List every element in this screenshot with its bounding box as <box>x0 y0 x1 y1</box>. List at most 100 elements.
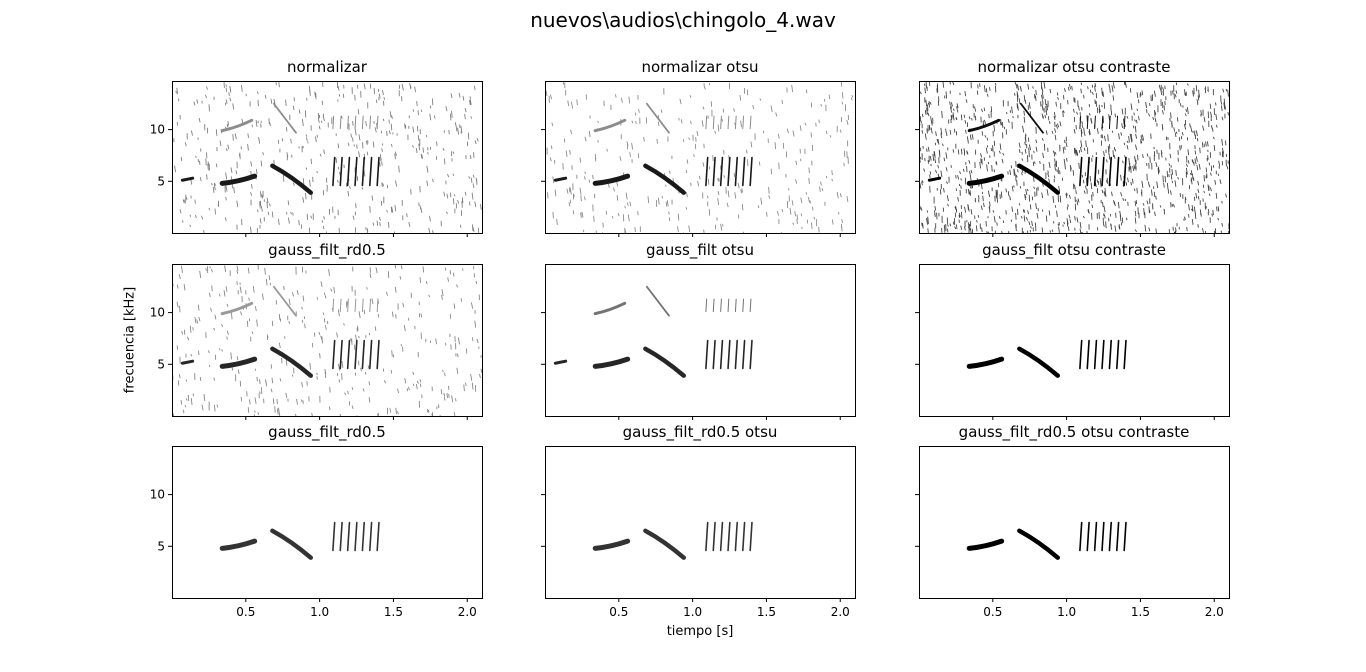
syllable-trill-note <box>376 521 380 552</box>
syllable-trill-note <box>354 156 358 187</box>
syllable-trill-note <box>749 156 753 187</box>
x-tick-label: 0.5 <box>983 605 1002 619</box>
syllable-chirp <box>553 176 568 182</box>
harmonic-trill-note <box>1123 115 1126 130</box>
noise-texture <box>172 264 482 416</box>
spectrogram-image <box>592 521 753 560</box>
syllable-descending-sweep <box>270 528 314 560</box>
syllable-chirp <box>927 176 942 182</box>
spectrogram-panel-8: gauss_filt_rd0.5 otsu 0.5 1.0 1.5 2.0 <box>541 423 856 619</box>
syllable-trill-note <box>1093 156 1098 187</box>
syllable-trill-note <box>1116 339 1120 370</box>
spectrogram-image <box>553 285 753 378</box>
syllable-trill-note <box>734 521 738 552</box>
x-tick-label: 0.5 <box>236 605 255 619</box>
harmonic-trill-note <box>720 298 722 313</box>
spectrogram-image <box>966 339 1127 378</box>
harmonic-trill-note <box>749 115 752 130</box>
harmonic-trill-note <box>332 298 335 313</box>
harmonic-trill-note <box>712 298 715 313</box>
harmonic-trill-note <box>354 115 357 130</box>
x-tick-label: 2.0 <box>458 605 477 619</box>
harmonic-trill-note <box>1108 115 1111 130</box>
harmonic-high-diagonal <box>645 102 670 134</box>
syllable-trill-note <box>369 521 373 552</box>
syllable-trill-note <box>339 521 343 552</box>
panel-title: gauss_filt_rd0.5 <box>268 241 386 260</box>
harmonic-trill-note <box>742 298 745 313</box>
panel-title: normalizar otsu <box>641 58 758 76</box>
panel-title: normalizar otsu contraste <box>978 58 1171 76</box>
spectrogram-panel-2: normalizar otsu <box>541 58 856 237</box>
harmonic-trill-note <box>734 115 737 130</box>
spectrogram-image <box>966 521 1127 560</box>
syllable-trill-note <box>1116 156 1120 187</box>
spectrogram-panel-9: gauss_filt_rd0.5 otsu contraste 0.5 1.0 1.5… <box>915 423 1230 619</box>
axes-frame <box>919 264 1230 417</box>
syllable-low-sweep <box>219 173 258 186</box>
y-tick-label: 5 <box>157 357 165 371</box>
harmonic-trill-note <box>339 298 342 313</box>
noise-texture <box>919 81 1229 233</box>
syllable-descending-sweep <box>270 163 314 195</box>
spectrogram-panel-3: normalizar otsu contraste <box>915 58 1230 237</box>
syllable-trill-note <box>719 339 724 370</box>
syllable-low-sweep <box>592 356 631 369</box>
x-tick-label: 1.5 <box>384 605 403 619</box>
harmonic-trill-note <box>720 115 722 130</box>
syllable-trill-note <box>1086 156 1090 187</box>
spectrogram-panel-5: gauss_filt otsu <box>541 241 856 420</box>
syllable-descending-sweep <box>643 528 687 560</box>
axes-frame <box>919 446 1230 599</box>
syllable-trill-note <box>1101 339 1105 370</box>
spectrogram-panel-6: gauss_filt otsu contraste <box>915 241 1230 420</box>
y-tick-label: 10 <box>150 123 165 137</box>
syllable-trill-note <box>1123 156 1127 187</box>
syllable-trill-note <box>1108 339 1112 370</box>
noise-texture <box>172 81 482 233</box>
noise-texture <box>545 81 854 233</box>
syllable-descending-sweep <box>1017 163 1061 195</box>
harmonic-trill-note <box>727 298 730 313</box>
axes-frame <box>545 81 856 234</box>
x-axis-label: tiempo [s] <box>666 624 734 639</box>
harmonic-trill-note <box>1116 115 1119 130</box>
harmonic-high-diagonal <box>272 285 297 317</box>
syllable-trill-note <box>361 156 365 187</box>
syllable-trill-note <box>749 521 753 552</box>
harmonic-trill-note <box>369 298 372 313</box>
syllable-chirp <box>180 359 195 365</box>
axes-frame <box>545 264 856 417</box>
syllable-low-sweep <box>219 538 258 551</box>
x-tick-label: 1.5 <box>1131 605 1150 619</box>
axes-frame <box>172 81 483 234</box>
syllable-trill-note <box>705 339 709 370</box>
syllable-trill-note <box>1079 156 1083 187</box>
x-tick-label: 0.5 <box>609 605 628 619</box>
spectrogram-image <box>219 521 380 560</box>
harmonic-high-diagonal <box>645 285 670 317</box>
syllable-low-sweep <box>966 356 1005 369</box>
syllable-descending-sweep <box>270 346 314 378</box>
harmonic-trill-note <box>361 115 364 130</box>
syllable-descending-sweep <box>643 163 687 195</box>
syllable-trill-note <box>734 156 738 187</box>
syllable-trill-note <box>742 521 746 552</box>
axes-frame <box>172 264 483 417</box>
panel-title: gauss_filt_rd0.5 otsu contraste <box>959 423 1190 442</box>
syllable-trill-note <box>376 156 380 187</box>
syllable-trill-note <box>332 521 336 552</box>
syllable-trill-note <box>332 156 336 187</box>
syllable-low-sweep <box>592 173 631 186</box>
syllable-low-sweep <box>966 173 1005 186</box>
spectrogram-image <box>545 81 854 233</box>
syllable-trill-note <box>1116 521 1120 552</box>
syllable-trill-note <box>712 521 716 552</box>
syllable-trill-note <box>369 339 373 370</box>
harmonic-trill-note <box>742 115 745 130</box>
syllable-trill-note <box>749 339 753 370</box>
y-tick-label: 5 <box>157 174 165 188</box>
harmonic-trill-note <box>734 298 737 313</box>
harmonic-trill-note <box>1086 115 1089 130</box>
